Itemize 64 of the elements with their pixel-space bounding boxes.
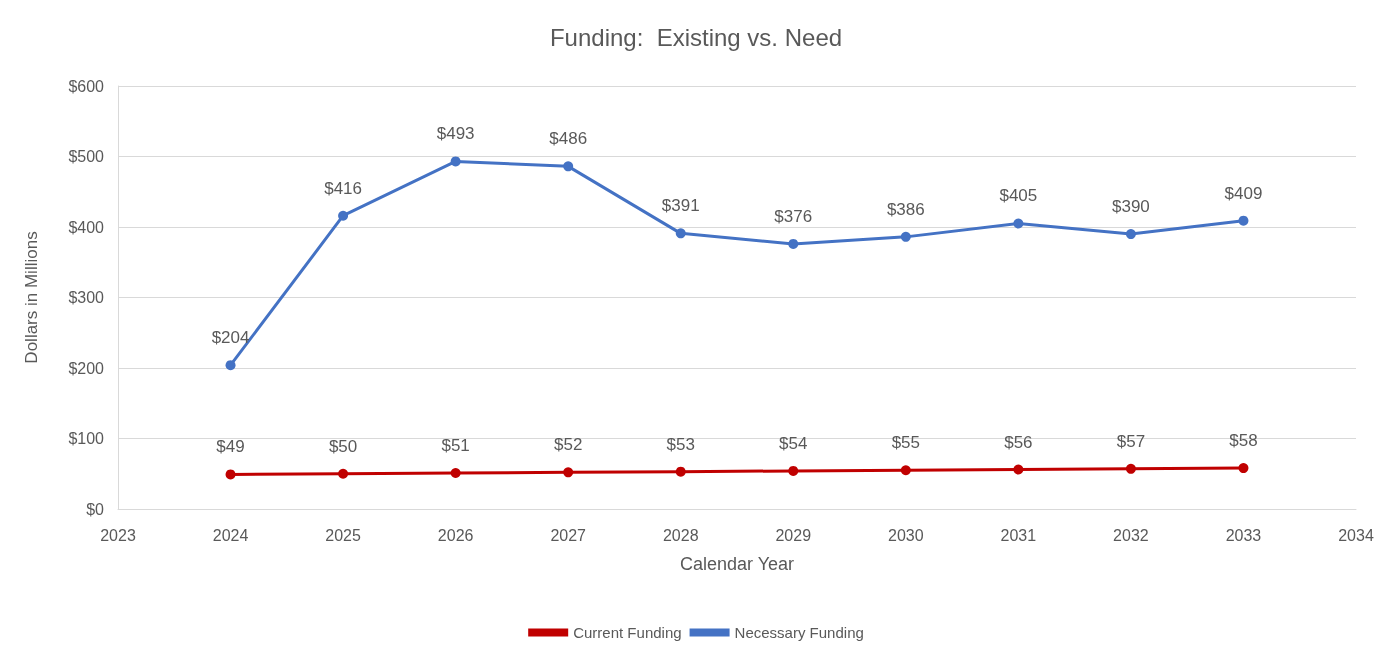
y-tick-label: $100: [68, 430, 105, 447]
point: [1238, 215, 1249, 226]
y-tick-label: $400: [68, 218, 105, 236]
x-tick-label: 2030: [888, 526, 924, 544]
data-label: $405: [999, 186, 1038, 206]
point: [788, 465, 799, 476]
data-label: $486: [549, 129, 588, 149]
point: [338, 210, 349, 221]
chart-title: Funding: Existing vs. Need: [549, 23, 843, 51]
data-label: $416: [324, 178, 362, 198]
x-tick-label: 2031: [1000, 526, 1037, 544]
y-tick-label: $200: [68, 359, 105, 377]
data-label: $204: [211, 328, 250, 348]
x-axis-title: Calendar Year: [679, 554, 795, 574]
data-label: $52: [553, 435, 583, 455]
x-tick-label: 2028: [662, 526, 699, 544]
data-label: $58: [1229, 431, 1258, 451]
data-label: $390: [1111, 197, 1150, 217]
data-label: $51: [441, 436, 470, 456]
x-tick-label: 2027: [550, 526, 587, 544]
point: [338, 468, 349, 479]
point: [225, 469, 236, 480]
y-axis-title: Dollars in Millions: [22, 231, 41, 364]
point: [1238, 463, 1249, 474]
data-label: $55: [891, 433, 921, 453]
point: [563, 161, 574, 172]
x-tick-label: 2023: [100, 526, 136, 544]
x-tick-label: 2026: [437, 526, 474, 544]
x-tick-label: 2025: [325, 526, 361, 544]
y-tick-label: $600: [68, 77, 105, 95]
x-tick-label: 2024: [212, 526, 249, 544]
data-label: $56: [1004, 432, 1033, 452]
x-tick-label: 2029: [775, 526, 812, 544]
point: [675, 228, 686, 239]
point: [1013, 218, 1024, 229]
legend-label: Current Funding: [573, 624, 682, 641]
point: [1125, 463, 1136, 474]
y-tick-label: $300: [68, 289, 105, 306]
data-label: $53: [666, 434, 695, 454]
data-label: $54: [779, 433, 808, 453]
point: [900, 231, 911, 242]
x-tick-label: 2034: [1338, 526, 1374, 544]
data-label: $386: [886, 199, 925, 219]
y-tick-label: $0: [86, 500, 105, 518]
point: [450, 156, 461, 167]
data-label: $376: [774, 206, 813, 226]
legend-label: Necessary Funding: [734, 624, 864, 641]
point: [225, 360, 236, 371]
x-tick-label: 2033: [1225, 526, 1262, 544]
y-tick-label: $500: [68, 148, 105, 165]
point: [563, 467, 574, 478]
data-label: $49: [216, 437, 245, 457]
point: [450, 468, 461, 479]
data-label: $50: [328, 436, 358, 456]
data-label: $409: [1224, 183, 1263, 203]
data-label: $493: [436, 124, 475, 144]
point: [675, 466, 686, 477]
x-tick-label: 2032: [1113, 526, 1149, 544]
point: [1125, 229, 1136, 240]
data-label: $391: [661, 196, 700, 216]
point: [788, 238, 799, 249]
point: [1013, 464, 1024, 475]
data-label: $57: [1116, 431, 1146, 451]
point: [900, 465, 911, 476]
